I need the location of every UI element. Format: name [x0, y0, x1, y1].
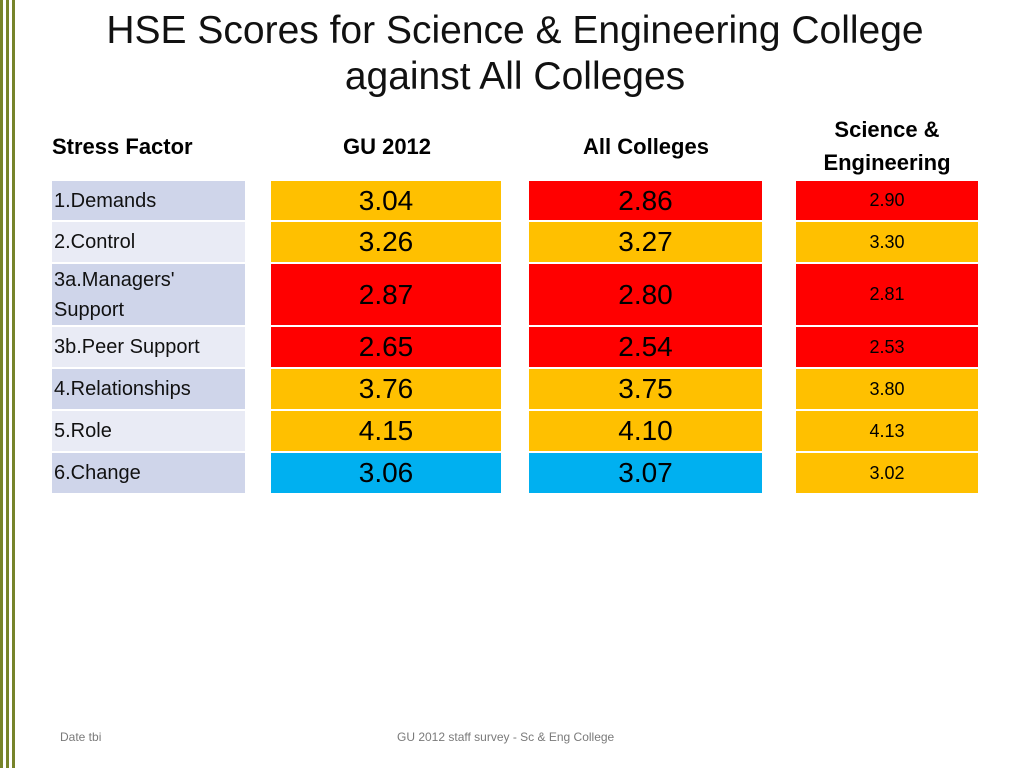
slide-title: HSE Scores for Science & Engineering Col… — [60, 8, 970, 100]
gu-score-cell: 3.06 — [271, 453, 501, 493]
all-colleges-score-cell: 3.75 — [529, 369, 762, 409]
factor-label: 2.Control — [54, 231, 136, 253]
gu-score-cell: 2.65 — [271, 327, 501, 367]
factor-label: 1.Demands — [54, 189, 157, 212]
se-score-cell: 4.13 — [796, 411, 978, 451]
factor-label: 3a.Managers' — [54, 268, 175, 291]
se-score-cell: 2.90 — [796, 181, 978, 220]
factor-cell: 5.Role — [52, 411, 245, 451]
factor-label: 4.Relationships — [54, 378, 191, 400]
header-science-engineering: Science & Engineering — [796, 113, 978, 179]
factor-cell: 1.Demands — [52, 181, 245, 220]
factor-label: 5.Role — [54, 420, 112, 442]
accent-bar-2 — [6, 0, 9, 768]
factor-cell: 6.Change — [52, 453, 245, 493]
factor-cell: 2.Control — [52, 222, 245, 262]
slide-title-line-2: against All Colleges — [344, 55, 686, 98]
footer-caption: GU 2012 staff survey - Sc & Eng College — [397, 730, 615, 744]
accent-bar-3 — [12, 0, 15, 768]
accent-bar-1 — [0, 0, 3, 768]
all-colleges-score-cell: 3.27 — [529, 222, 762, 262]
factor-label-line-2: Support — [54, 298, 125, 321]
all-colleges-score-cell: 2.80 — [529, 264, 762, 325]
factor-label: 3b.Peer Support — [54, 336, 200, 358]
header-gu-2012: GU 2012 — [342, 134, 432, 159]
factor-label: 6.Change — [54, 462, 141, 484]
gu-score-cell: 4.15 — [271, 411, 501, 451]
se-score-cell: 3.80 — [796, 369, 978, 409]
header-se-line-2: Engineering — [823, 150, 951, 175]
slide-title-line-1: HSE Scores for Science & Engineering Col… — [106, 9, 924, 52]
header-all-colleges: All Colleges — [583, 134, 709, 159]
header-se-line-1: Science & — [834, 117, 940, 142]
factor-cell: 3b.Peer Support — [52, 327, 245, 367]
factor-cell: 3a.Managers' Support — [52, 264, 245, 325]
se-score-cell: 2.53 — [796, 327, 978, 367]
gu-score-cell: 2.87 — [271, 264, 501, 325]
header-stress-factor: Stress Factor — [52, 134, 193, 159]
gu-score-cell: 3.26 — [271, 222, 501, 262]
se-score-cell: 3.30 — [796, 222, 978, 262]
gu-score-cell: 3.04 — [271, 181, 501, 220]
all-colleges-score-cell: 4.10 — [529, 411, 762, 451]
all-colleges-score-cell: 3.07 — [529, 453, 762, 493]
all-colleges-score-cell: 2.86 — [529, 181, 762, 220]
se-score-cell: 2.81 — [796, 264, 978, 325]
factor-cell: 4.Relationships — [52, 369, 245, 409]
se-score-cell: 3.02 — [796, 453, 978, 493]
gu-score-cell: 3.76 — [271, 369, 501, 409]
all-colleges-score-cell: 2.54 — [529, 327, 762, 367]
footer-date: Date tbi — [60, 730, 102, 744]
